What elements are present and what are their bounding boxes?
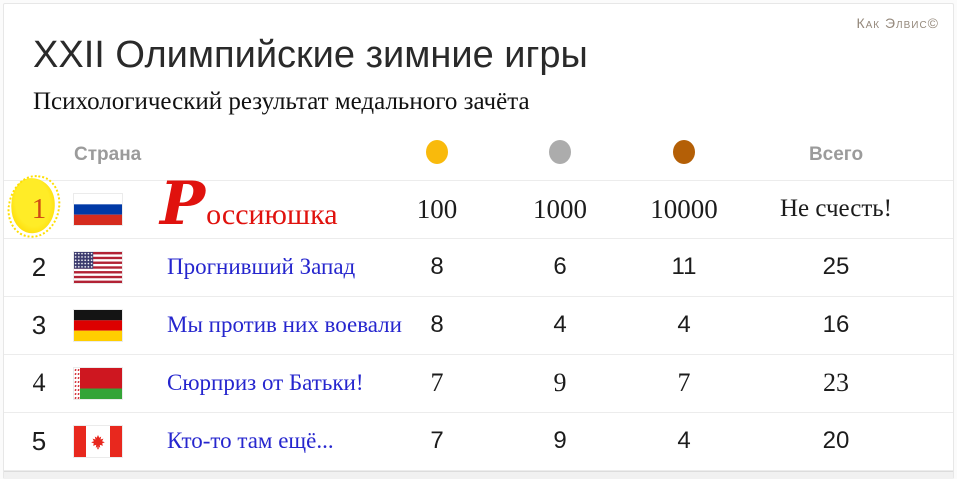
gold-count: 7 (430, 427, 444, 455)
gold-count: 8 (430, 311, 444, 339)
bronze-count: 4 (677, 427, 691, 455)
rank-value: 3 (31, 309, 47, 340)
silver-medal-icon (549, 140, 571, 165)
gold-count: 8 (430, 253, 444, 281)
country-name: Сюрприз от Батьки! (167, 370, 364, 396)
page-subtitle: Психологический результат медального зач… (33, 87, 530, 115)
russia-flag-icon (74, 193, 122, 225)
bronze-medal-icon (673, 140, 695, 165)
bronze-count: 11 (671, 253, 697, 281)
rank-value: 5 (31, 425, 47, 456)
canada-flag-icon (74, 425, 122, 457)
silver-count: 9 (553, 427, 567, 455)
medal-table: Страна Всего 1 Россиюшка 100 1000 (4, 130, 953, 479)
total-count: 20 (822, 427, 850, 455)
total-count: 25 (822, 253, 850, 281)
column-header-country: Страна (74, 143, 142, 165)
total-count: Не счесть! (779, 195, 893, 223)
gold-medal-icon (426, 140, 448, 165)
belarus-flag-icon (74, 367, 122, 399)
table-row: 2 Прогнивший Запад 8 (4, 239, 953, 297)
header-area: XXII Олимпийские зимние игры Психологиче… (4, 4, 953, 130)
rank-value: 4 (32, 368, 46, 398)
bottom-strip (4, 470, 953, 479)
table-row: 5 Кто-то там ещё... 7 9 4 20 (4, 413, 953, 471)
country-name: Кто-то там ещё... (167, 428, 334, 454)
gold-count: 100 (416, 193, 458, 224)
table-header-row: Страна Всего (4, 130, 953, 181)
silver-count: 9 (553, 368, 567, 398)
silver-count: 6 (553, 253, 567, 281)
table-row: 4 Сюрприз от Батьки! 7 9 7 23 (4, 355, 953, 413)
page-title: XXII Олимпийские зимние игры (33, 34, 588, 76)
country-name: Прогнивший Запад (167, 254, 356, 280)
usa-flag-icon (74, 251, 122, 283)
watermark: Как Элвис© (856, 15, 939, 31)
total-count: 16 (822, 311, 850, 339)
table-row: 3 Мы против них воевали 8 4 4 16 (4, 297, 953, 355)
column-header-total: Всего (808, 143, 864, 165)
germany-flag-icon (74, 309, 122, 341)
country-name: Мы против них воевали (167, 312, 402, 338)
rank-value: 2 (31, 251, 47, 282)
rank-value: 1 (31, 192, 47, 225)
country-name: Россиюшка (160, 168, 338, 239)
silver-count: 4 (553, 311, 567, 339)
bronze-count: 10000 (650, 193, 718, 224)
bronze-count: 7 (677, 368, 691, 398)
total-count: 23 (823, 368, 849, 398)
result-card: Как Элвис© XXII Олимпийские зимние игры … (3, 3, 954, 479)
table-row: 1 Россиюшка 100 1000 10000 Не счесть! (4, 168, 953, 239)
rank-highlight: 1 (4, 193, 74, 226)
bronze-count: 4 (677, 311, 691, 339)
gold-count: 7 (430, 368, 444, 398)
silver-count: 1000 (533, 193, 587, 224)
